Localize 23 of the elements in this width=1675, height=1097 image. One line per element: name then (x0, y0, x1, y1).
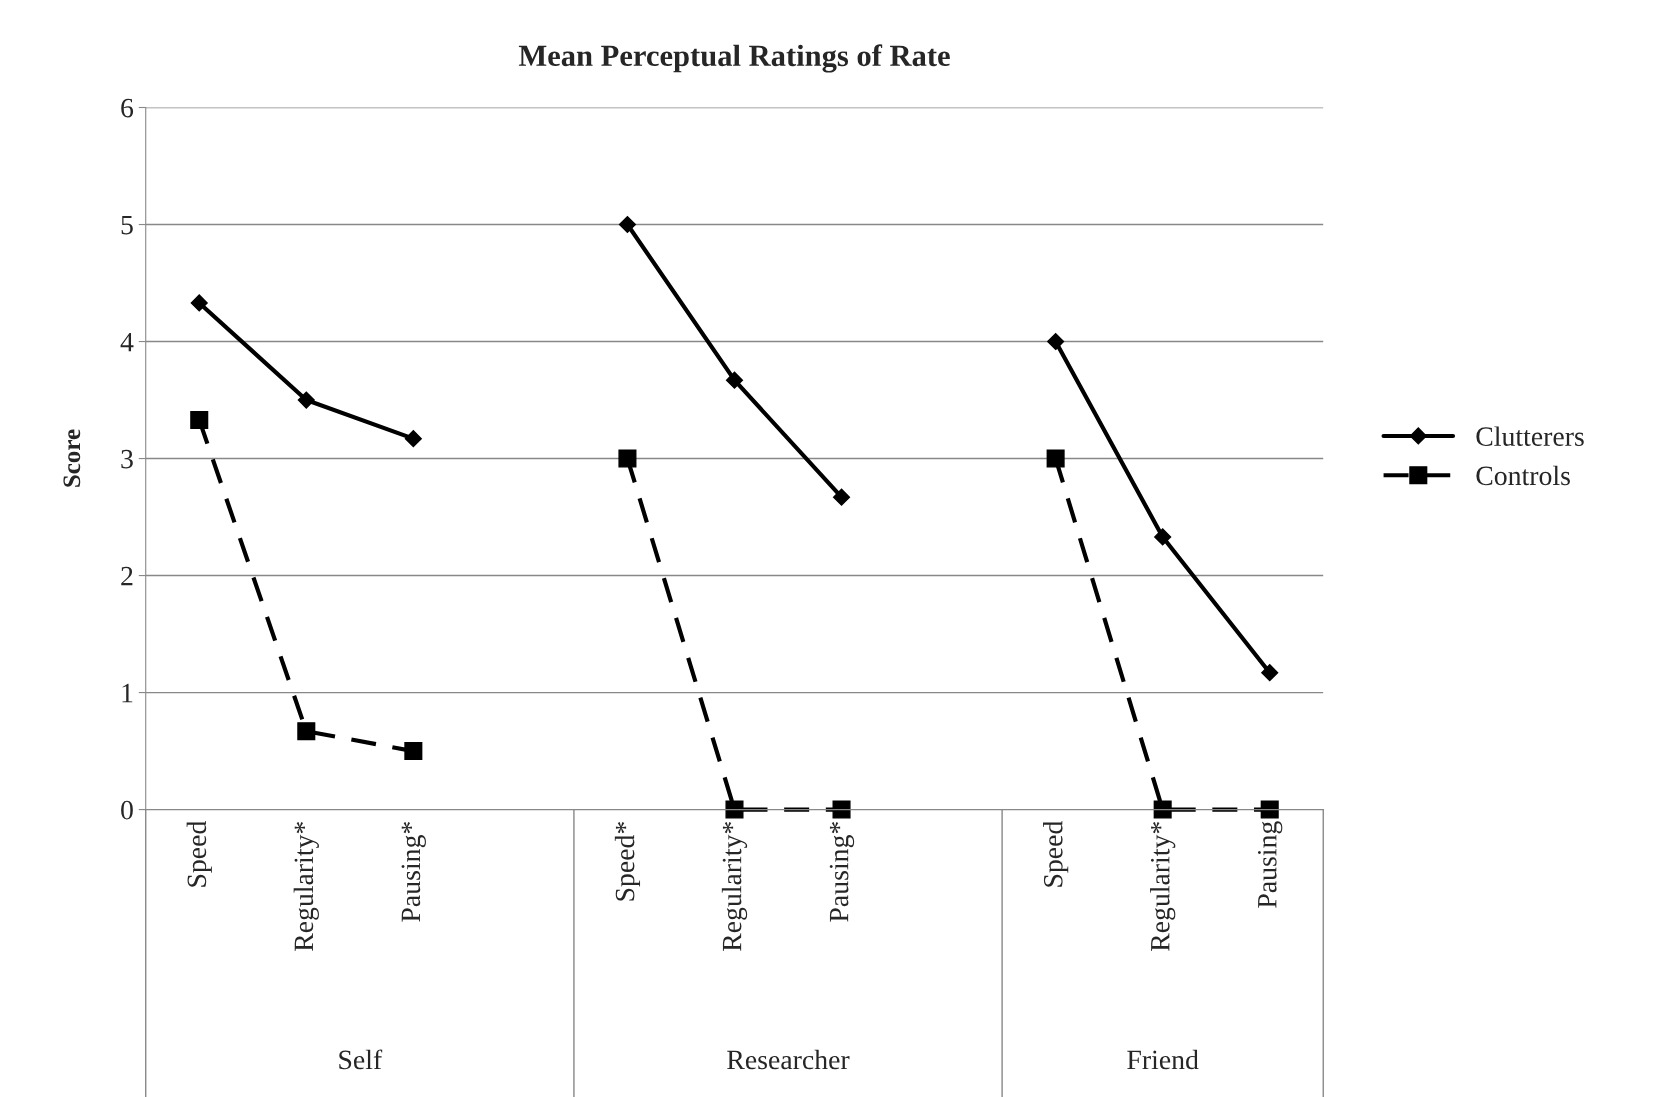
x-tick-label: Regularity* (293, 822, 319, 952)
x-tick-label: Regularity* (721, 822, 748, 952)
y-tick-label: 4 (120, 332, 134, 352)
y-tick-label: 5 (121, 215, 133, 235)
y-tick-label: 3 (121, 449, 133, 469)
x-tick-label: Pausing* (829, 822, 855, 922)
legend-label: Clutterers (1476, 426, 1584, 446)
y-tick-label: 0 (121, 800, 133, 820)
text: Researcher (727, 1049, 850, 1070)
chart-title: Mean Perceptual Ratings of Rate (518, 44, 950, 73)
x-tick-label: Speed (1043, 821, 1069, 887)
x-tick-label: Regularity* (1150, 822, 1176, 952)
y-tick-label: 6 (121, 98, 134, 118)
text: Friend (1127, 1049, 1199, 1070)
x-tick-label: Speed (186, 821, 212, 887)
y-axis-title: Score (63, 429, 81, 487)
x-tick-label: Speed* (614, 822, 641, 901)
legend-label: Controls (1476, 465, 1570, 486)
y-tick-label: 2 (121, 566, 133, 586)
x-tick-label: Pausing* (401, 822, 426, 922)
text: Self (339, 1049, 383, 1070)
x-tick-label: Pausing (1257, 821, 1283, 908)
y-tick-label: 1 (122, 683, 133, 703)
